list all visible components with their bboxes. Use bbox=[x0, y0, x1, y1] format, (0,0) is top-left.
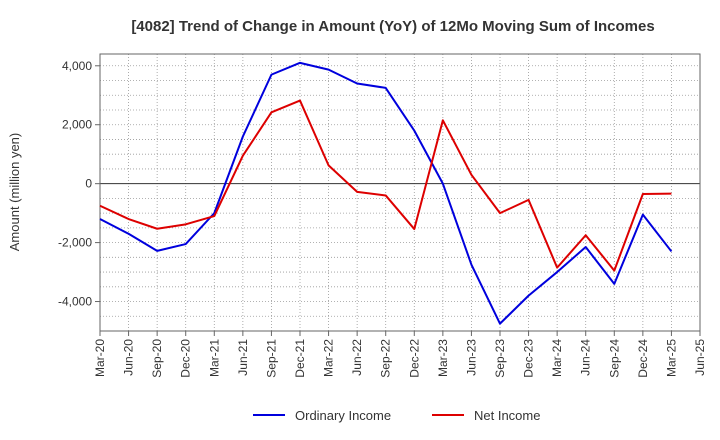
y-axis-label: Amount (million yen) bbox=[7, 133, 22, 252]
x-tick-label: Jun-25 bbox=[693, 339, 707, 376]
x-tick-label: Mar-21 bbox=[207, 339, 221, 377]
y-tick-label: 4,000 bbox=[62, 59, 92, 73]
legend-label: Net Income bbox=[474, 408, 540, 423]
legend: Ordinary Income Net Income bbox=[253, 408, 540, 423]
x-tick-label: Sep-23 bbox=[493, 339, 507, 378]
plot-area bbox=[99, 53, 701, 332]
x-tick-label: Sep-21 bbox=[264, 339, 278, 378]
x-tick-label: Jun-23 bbox=[464, 339, 478, 376]
x-tick-label: Dec-21 bbox=[293, 339, 307, 378]
legend-label: Ordinary Income bbox=[295, 408, 391, 423]
x-tick-label: Dec-20 bbox=[179, 339, 193, 378]
x-tick-label: Sep-24 bbox=[607, 339, 621, 378]
y-axis-ticks: 4,000 2,000 0 -2,000 -4,000 bbox=[58, 59, 100, 309]
x-tick-label: Mar-20 bbox=[93, 339, 107, 377]
chart-title: [4082] Trend of Change in Amount (YoY) o… bbox=[131, 18, 654, 35]
y-tick-label: -2,000 bbox=[58, 236, 92, 250]
x-tick-label: Mar-22 bbox=[322, 339, 336, 377]
x-tick-label: Mar-25 bbox=[664, 339, 678, 377]
x-tick-label: Jun-20 bbox=[122, 339, 136, 376]
x-axis-ticks: Mar-20 Jun-20 Sep-20 Dec-20 Mar-21 Jun-21 Sep-… bbox=[93, 331, 707, 378]
series-line-net-income bbox=[99, 99, 672, 272]
y-tick-label: 2,000 bbox=[62, 118, 92, 132]
y-tick-label: -4,000 bbox=[58, 295, 92, 309]
x-tick-label: Mar-23 bbox=[436, 339, 450, 377]
y-tick-label: 0 bbox=[85, 177, 92, 191]
series-lines bbox=[99, 61, 673, 325]
x-tick-label: Dec-22 bbox=[407, 339, 421, 378]
x-tick-label: Dec-23 bbox=[522, 339, 536, 378]
x-tick-label: Jun-22 bbox=[350, 339, 364, 376]
x-tick-label: Sep-22 bbox=[379, 339, 393, 378]
grid bbox=[99, 54, 701, 331]
x-tick-label: Jun-21 bbox=[236, 339, 250, 376]
series-line-ordinary-income bbox=[99, 61, 673, 325]
x-tick-label: Jun-24 bbox=[579, 339, 593, 376]
x-tick-label: Sep-20 bbox=[150, 339, 164, 378]
x-tick-label: Mar-24 bbox=[550, 339, 564, 377]
x-tick-label: Dec-24 bbox=[636, 339, 650, 378]
